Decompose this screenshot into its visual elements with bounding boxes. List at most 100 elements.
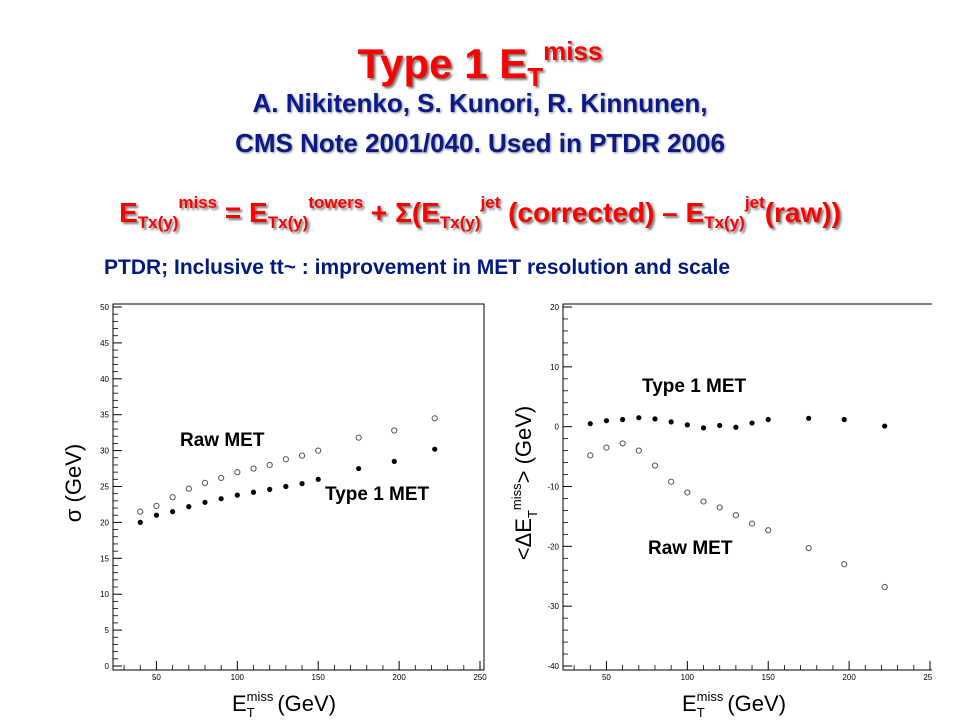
type1-met-point	[620, 416, 626, 423]
y-tick-label: -20	[547, 542, 559, 551]
formula-part: miss	[178, 193, 218, 212]
formula-part: jet	[480, 193, 501, 212]
raw-met-point	[651, 462, 659, 469]
type1-met-point	[806, 415, 812, 421]
y-tick-label: 5	[105, 626, 110, 635]
raw-met-point	[587, 452, 594, 459]
formula: ETx(y)miss = ETx(y)towers + Σ(ETx(y)jet …	[0, 186, 960, 240]
y-axis-label: σ (GeV)	[61, 444, 86, 522]
type1-met-point	[283, 483, 289, 490]
type1-met-point	[250, 489, 257, 495]
raw-met-point	[282, 456, 289, 463]
type1-met-point	[218, 496, 224, 502]
y-tick-label: 0	[105, 662, 110, 671]
series-annotation: Raw MET	[180, 430, 265, 451]
x-axis-label: ETmiss (GeV)	[682, 689, 786, 720]
formula-part: Tx(y)	[137, 213, 179, 232]
author-line-2: CMS Note 2001/040. Used in PTDR 2006	[235, 128, 725, 158]
formula-part: towers	[308, 193, 364, 212]
type1-met-point	[587, 421, 593, 427]
formula-sigma: Σ	[395, 197, 412, 228]
y-tick-label: 40	[100, 375, 109, 384]
y-tick-label: 10	[100, 590, 109, 599]
y-tick-label: 50	[100, 303, 109, 312]
author-line-1: A. Nikitenko, S. Kunori, R. Kinnunen,	[252, 88, 708, 118]
raw-met-point	[668, 478, 675, 485]
formula-part: Tx(y)	[704, 213, 745, 232]
raw-met-point	[716, 504, 723, 511]
x-axis-label: ETmiss (GeV)	[232, 689, 336, 720]
type1-met-point	[356, 465, 362, 472]
sigma-plot: 0 5 10 15 20 25 30 35 40 45 50 50 100 150 200 250 Raw ME…	[61, 303, 487, 720]
type1-met-point	[882, 423, 888, 429]
x-tick-label: 200	[842, 673, 856, 682]
raw-met-point	[635, 447, 642, 454]
title-text: Type 1 E	[357, 40, 528, 87]
y-tick-label: 35	[100, 411, 109, 420]
raw-met-point	[765, 527, 772, 534]
type1-met-point	[153, 512, 160, 518]
figure-background	[44, 283, 932, 720]
y-tick-label: 30	[100, 447, 109, 456]
x-tick-label: 200	[392, 673, 406, 682]
raw-met-point	[315, 447, 322, 454]
raw-met-point	[250, 465, 257, 472]
type1-met-point	[186, 504, 192, 510]
series-annotation: Type 1 MET	[642, 376, 747, 397]
type1-met-point	[267, 486, 273, 492]
raw-met-point	[298, 452, 306, 459]
delta-met-plot: -40 -30 -20 -10 0 10 20 50 100 150 200 250 Type 1 ME…	[509, 303, 932, 720]
raw-met-point	[603, 444, 610, 451]
x-tick-label: 100	[231, 673, 245, 682]
raw-met-point	[431, 415, 438, 422]
raw-met-point	[805, 545, 812, 552]
type1-met-point	[841, 416, 847, 423]
y-axis-label: <ΔETmiss> (GeV)	[509, 406, 540, 561]
type1-met-point	[315, 476, 321, 482]
slide-title: Type 1 ETmiss	[0, 28, 960, 100]
type1-met-point	[636, 415, 642, 421]
x-tick-label: 50	[602, 673, 611, 682]
type1-met-point	[749, 420, 755, 426]
raw-met-point	[841, 561, 848, 568]
formula-part: jet	[744, 193, 765, 212]
type1-met-point	[733, 424, 739, 430]
type1-met-point	[652, 416, 658, 422]
formula-part: = E	[217, 197, 268, 228]
formula-part: Tx(y)	[267, 213, 309, 232]
type1-met-point	[432, 446, 438, 452]
y-tick-label: 0	[555, 423, 560, 432]
x-tick-label: 150	[762, 673, 776, 682]
type1-met-point	[717, 422, 723, 429]
x-tick-label: 50	[152, 673, 161, 682]
type1-met-point	[299, 481, 305, 487]
raw-met-point	[684, 489, 691, 496]
type1-met-point	[684, 422, 690, 428]
type1-met-point	[170, 509, 176, 515]
raw-met-point	[732, 512, 739, 519]
type1-met-point	[137, 519, 143, 525]
raw-met-point	[137, 508, 144, 515]
title-subscript: T	[527, 62, 544, 92]
y-tick-label: 15	[100, 554, 109, 563]
raw-met-point	[748, 520, 756, 527]
raw-met-point	[185, 485, 192, 492]
raw-met-point	[881, 583, 888, 591]
y-tick-label: 10	[550, 363, 559, 372]
type1-met-point	[765, 416, 771, 423]
raw-met-point	[391, 427, 398, 434]
type1-met-point	[603, 418, 610, 424]
series-annotation: Type 1 MET	[325, 484, 430, 505]
ptdr-note: PTDR; Inclusive tt~ : improvement in MET…	[104, 256, 731, 279]
raw-met-point	[355, 434, 362, 441]
raw-met-point	[619, 440, 626, 447]
x-tick-label: 250	[923, 673, 932, 682]
x-tick-label: 100	[681, 673, 695, 682]
y-tick-label: -10	[547, 483, 559, 492]
raw-met-point	[218, 474, 225, 481]
series-annotation: Raw MET	[648, 538, 733, 559]
y-tick-label: 25	[100, 483, 109, 492]
x-tick-label: 250	[473, 673, 487, 682]
type1-met-point	[700, 425, 707, 431]
